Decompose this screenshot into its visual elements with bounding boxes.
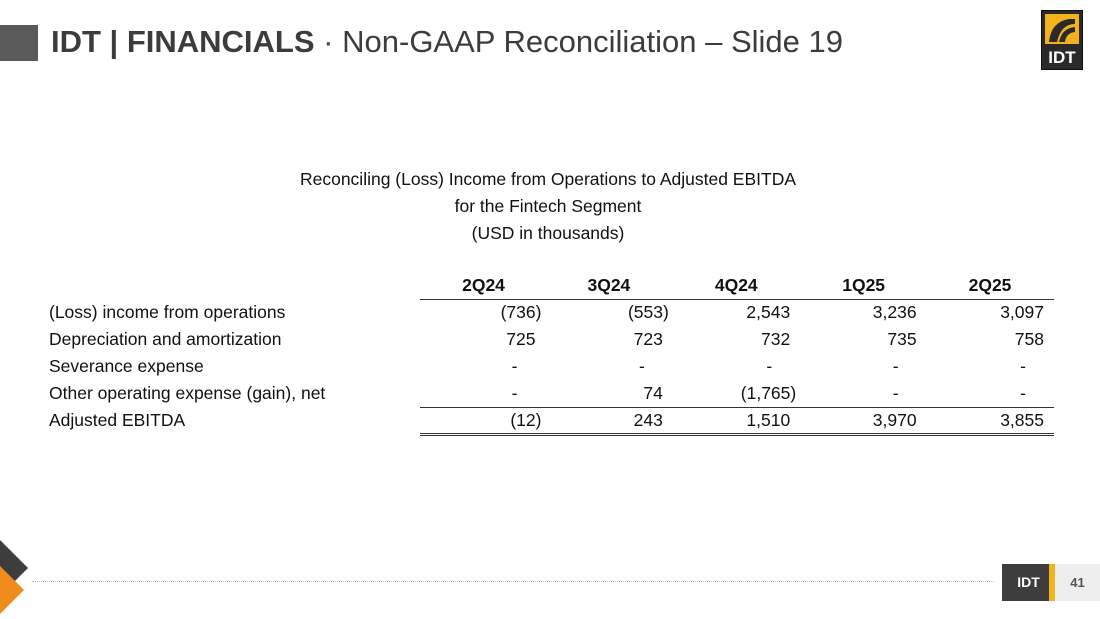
footer-divider [32, 581, 994, 582]
cell-value: 3,855 [926, 406, 1054, 436]
table-title-line: for the Fintech Segment [454, 196, 642, 216]
cell-value: - [766, 356, 773, 376]
page-title-separator: · [323, 24, 334, 59]
cell-value: 2,543 [746, 302, 791, 323]
page-title-subtitle: Non-GAAP Reconciliation – Slide 19 [342, 24, 843, 59]
cell-value: 243 [545, 406, 673, 436]
row-label: Severance expense [49, 356, 204, 376]
table-header-row: 2Q24 3Q24 4Q24 1Q25 2Q25 [44, 272, 1054, 300]
cell-value: - [639, 356, 645, 376]
page-number: 41 [1055, 564, 1100, 601]
row-label: Other operating expense (gain), net [49, 383, 326, 403]
cell-value: 3,236 [872, 302, 917, 323]
page-title-main: IDT | FINANCIALS [51, 24, 315, 59]
cell-value: 3,970 [800, 406, 927, 436]
header-accent-bar [0, 25, 38, 61]
table-title: Reconciling (Loss) Income from Operation… [248, 166, 848, 247]
table-row: Depreciation and amortization 725 723 73… [44, 326, 1054, 353]
row-label: (Loss) income from operations [49, 302, 286, 322]
table-title-line: (USD in thousands) [471, 223, 625, 243]
table-row: Severance expense - - - - - [44, 353, 1054, 380]
column-header: 4Q24 [672, 272, 801, 300]
page-title: IDT | FINANCIALS · Non-GAAP Reconciliati… [51, 22, 843, 62]
column-header: 1Q25 [800, 272, 927, 300]
row-label: Adjusted EBITDA [49, 410, 186, 430]
cell-value: 723 [633, 329, 663, 349]
table-row: Other operating expense (gain), net - 74… [44, 380, 1054, 407]
cell-value: (1,765) [740, 382, 797, 403]
cell-value: - [511, 382, 518, 403]
reconciliation-table: 2Q24 3Q24 4Q24 1Q25 2Q25 (Loss) income f… [44, 272, 1054, 436]
row-label: Depreciation and amortization [49, 329, 282, 349]
cell-value: 3,097 [1000, 302, 1044, 323]
column-header: 2Q24 [420, 272, 546, 300]
cell-value: - [511, 356, 518, 376]
table-row-total: Adjusted EBITDA (12) 243 1,510 3,970 3,8… [44, 406, 1054, 436]
cell-value: - [892, 356, 899, 376]
cell-value: (736) [500, 302, 542, 323]
cell-value: - [1020, 356, 1026, 376]
cell-value: - [892, 382, 899, 403]
column-header: 3Q24 [545, 272, 673, 300]
cell-value: 725 [506, 329, 536, 349]
header-spacer [44, 272, 420, 299]
cell-value: (12) [420, 406, 546, 436]
cell-value: 1,510 [672, 406, 801, 436]
cell-value: - [1020, 382, 1026, 403]
table-row: (Loss) income from operations (736) (553… [44, 299, 1054, 326]
idt-logo-icon [1045, 14, 1079, 44]
table-title-line: Reconciling (Loss) Income from Operation… [299, 169, 797, 189]
footer-accent [1049, 564, 1055, 601]
cell-value: 758 [1014, 329, 1044, 349]
footer-brand: IDT [1002, 564, 1055, 601]
logo-text: IDT [1048, 48, 1076, 67]
cell-value: 732 [761, 329, 791, 349]
cell-value: (553) [627, 302, 669, 323]
corner-decoration [0, 540, 28, 614]
idt-logo: IDT [1041, 10, 1083, 70]
cell-value: 74 [643, 382, 663, 403]
cell-value: 735 [887, 329, 917, 349]
column-header: 2Q25 [926, 272, 1054, 300]
